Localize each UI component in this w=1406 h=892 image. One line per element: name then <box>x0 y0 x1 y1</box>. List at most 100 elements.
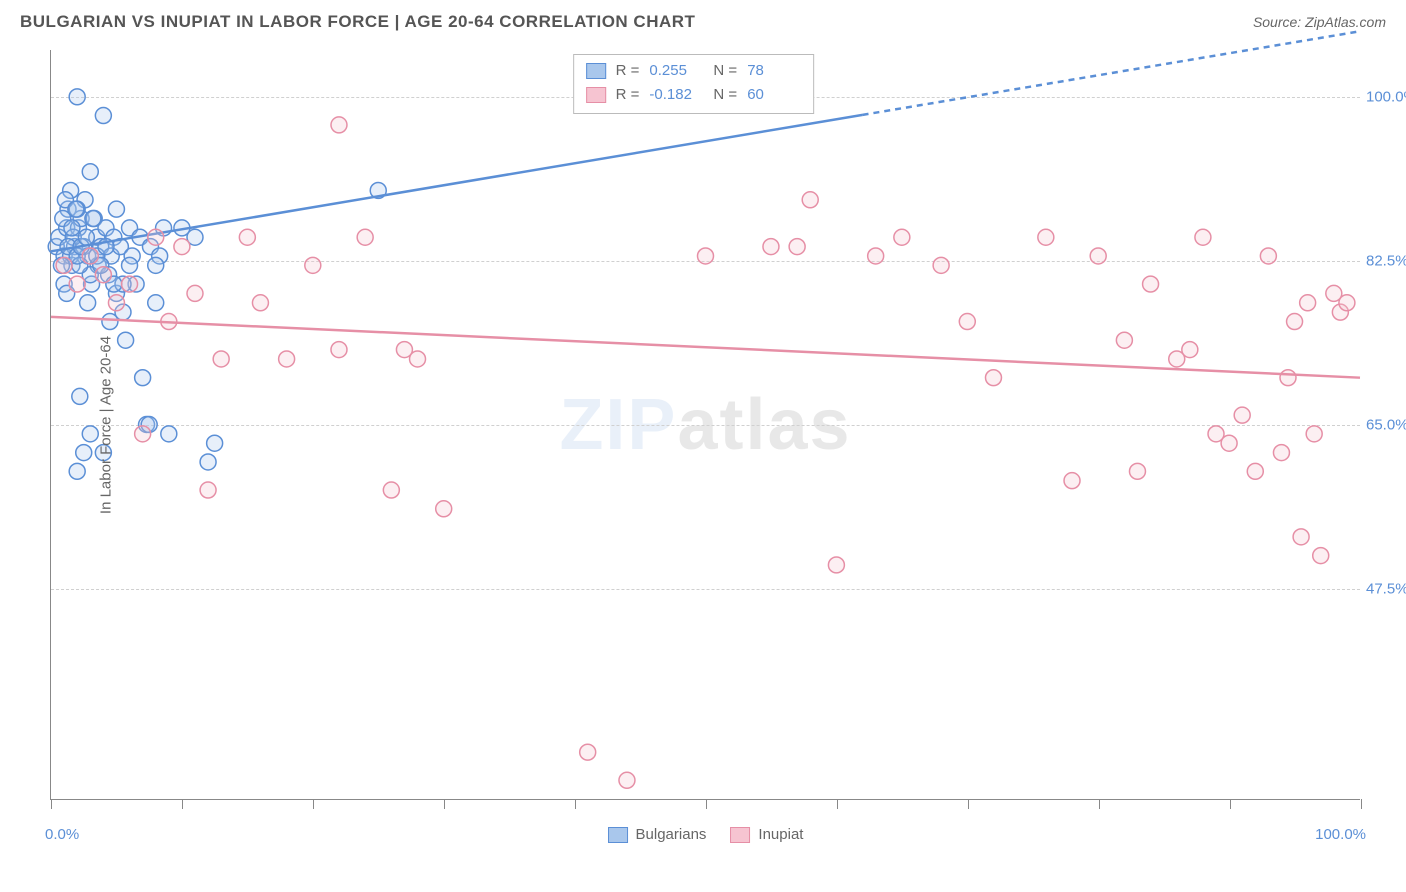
legend-item-bulgarians: Bulgarians <box>608 826 707 843</box>
plot-area: ZIPatlas 100.0%82.5%65.0%47.5% In Labor … <box>50 50 1360 800</box>
y-axis-title: In Labor Force | Age 20-64 <box>98 335 115 513</box>
scatter-point <box>1129 463 1145 479</box>
scatter-point <box>200 482 216 498</box>
scatter-point <box>69 89 85 105</box>
scatter-point <box>135 426 151 442</box>
y-tick-label: 65.0% <box>1366 417 1406 434</box>
scatter-point <box>213 351 229 367</box>
scatter-point <box>80 295 96 311</box>
x-axis-min-label: 0.0% <box>45 826 79 843</box>
scatter-point <box>1260 248 1276 264</box>
scatter-point <box>122 276 138 292</box>
scatter-point <box>102 314 118 330</box>
scatter-point <box>148 229 164 245</box>
scatter-point <box>1313 548 1329 564</box>
x-tick <box>1361 799 1362 809</box>
scatter-point <box>148 295 164 311</box>
scatter-point <box>1300 295 1316 311</box>
scatter-point <box>1293 529 1309 545</box>
scatter-point <box>331 342 347 358</box>
scatter-point <box>1339 295 1355 311</box>
swatch-bulgarians <box>586 63 606 79</box>
y-tick-label: 47.5% <box>1366 581 1406 598</box>
x-axis-max-label: 100.0% <box>1315 826 1366 843</box>
scatter-point <box>135 370 151 386</box>
stats-legend: R = 0.255 N = 78 R = -0.182 N = 60 <box>573 54 815 114</box>
legend-swatch-bulgarians <box>608 827 628 843</box>
scatter-point <box>959 314 975 330</box>
scatter-point <box>76 445 92 461</box>
scatter-point <box>305 257 321 273</box>
scatter-point <box>1280 370 1296 386</box>
scatter-point <box>619 772 635 788</box>
scatter-point <box>1247 463 1263 479</box>
x-tick <box>706 799 707 809</box>
scatter-point <box>72 388 88 404</box>
legend-item-inupiat: Inupiat <box>730 826 803 843</box>
x-tick <box>1099 799 1100 809</box>
scatter-point <box>68 201 84 217</box>
source-attribution: Source: ZipAtlas.com <box>1253 14 1386 30</box>
scatter-point <box>1287 314 1303 330</box>
regression-line <box>51 115 863 251</box>
scatter-point <box>1116 332 1132 348</box>
scatter-point <box>207 435 223 451</box>
scatter-point <box>187 285 203 301</box>
scatter-point <box>161 426 177 442</box>
y-tick-label: 82.5% <box>1366 252 1406 269</box>
scatter-point <box>1064 473 1080 489</box>
scatter-point <box>118 332 134 348</box>
scatter-point <box>95 267 111 283</box>
scatter-point <box>1143 276 1159 292</box>
scatter-point <box>868 248 884 264</box>
series-legend: Bulgarians Inupiat <box>608 826 804 843</box>
scatter-point <box>108 201 124 217</box>
x-tick <box>444 799 445 809</box>
scatter-point <box>174 239 190 255</box>
x-tick <box>837 799 838 809</box>
scatter-point <box>1090 248 1106 264</box>
scatter-point <box>1195 229 1211 245</box>
scatter-point <box>122 257 138 273</box>
scatter-point <box>698 248 714 264</box>
scatter-point <box>1221 435 1237 451</box>
chart-header: BULGARIAN VS INUPIAT IN LABOR FORCE | AG… <box>0 0 1406 44</box>
x-tick <box>51 799 52 809</box>
scatter-point <box>1038 229 1054 245</box>
scatter-point <box>239 229 255 245</box>
x-tick <box>182 799 183 809</box>
scatter-point <box>1273 445 1289 461</box>
scatter-point <box>894 229 910 245</box>
scatter-point <box>1306 426 1322 442</box>
x-tick <box>313 799 314 809</box>
stats-row-bulgarians: R = 0.255 N = 78 <box>586 59 802 83</box>
scatter-point <box>252 295 268 311</box>
scatter-point <box>1234 407 1250 423</box>
scatter-point <box>933 257 949 273</box>
scatter-point <box>763 239 779 255</box>
scatter-point <box>56 257 72 273</box>
scatter-point <box>357 229 373 245</box>
scatter-point <box>64 220 80 236</box>
scatter-point <box>148 257 164 273</box>
scatter-point <box>1182 342 1198 358</box>
scatter-point <box>82 248 98 264</box>
scatter-point <box>85 211 101 227</box>
x-tick <box>1230 799 1231 809</box>
chart-title: BULGARIAN VS INUPIAT IN LABOR FORCE | AG… <box>20 12 695 32</box>
scatter-point <box>802 192 818 208</box>
x-tick <box>575 799 576 809</box>
scatter-point <box>331 117 347 133</box>
scatter-point <box>69 276 85 292</box>
x-tick <box>968 799 969 809</box>
scatter-point <box>279 351 295 367</box>
scatter-point <box>789 239 805 255</box>
scatter-point <box>200 454 216 470</box>
scatter-point <box>985 370 1001 386</box>
scatter-point <box>828 557 844 573</box>
scatter-point <box>69 463 85 479</box>
scatter-point <box>78 229 94 245</box>
regression-line <box>51 317 1360 378</box>
scatter-point <box>82 164 98 180</box>
scatter-point <box>82 426 98 442</box>
